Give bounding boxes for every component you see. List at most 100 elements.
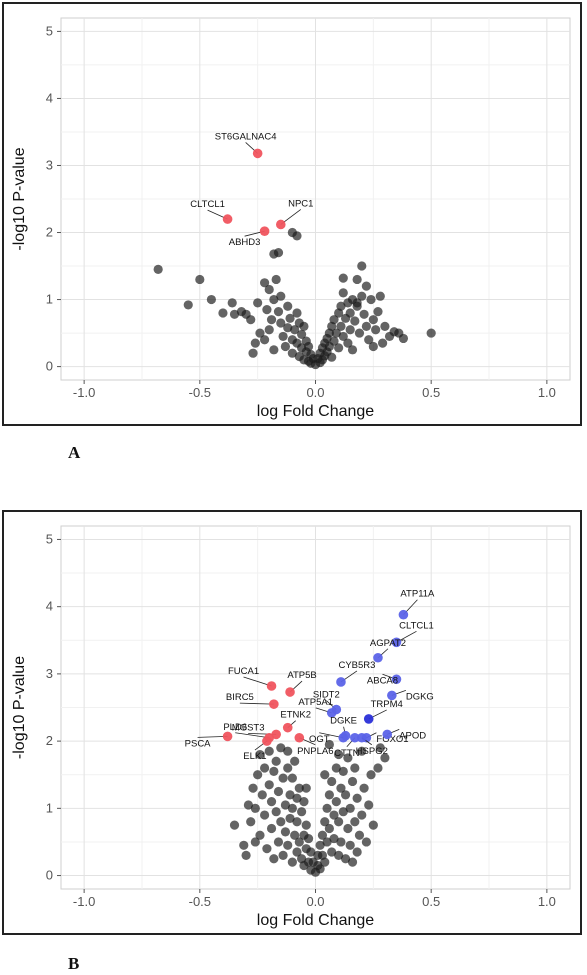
data-point xyxy=(364,800,374,810)
data-point xyxy=(283,763,293,773)
data-point xyxy=(354,830,365,840)
data-point xyxy=(287,773,297,783)
data-point xyxy=(273,786,284,797)
data-point xyxy=(262,305,272,315)
data-point xyxy=(273,307,284,317)
y-tick-label: 1 xyxy=(46,800,53,815)
data-point xyxy=(287,803,297,813)
x-tick-label: 0.5 xyxy=(422,894,440,909)
gene-label: PNPLA6 xyxy=(297,746,333,757)
data-point xyxy=(260,335,270,345)
data-point xyxy=(336,321,346,331)
data-point xyxy=(266,315,277,325)
data-point xyxy=(357,810,367,820)
data-point xyxy=(336,837,346,847)
highlighted-point xyxy=(275,219,286,230)
highlighted-point xyxy=(387,690,397,701)
data-point xyxy=(246,817,256,827)
data-point xyxy=(276,743,286,753)
data-point xyxy=(271,807,281,817)
y-tick-label: 5 xyxy=(46,531,53,546)
data-point xyxy=(320,857,330,867)
highlighted-point xyxy=(350,732,360,743)
data-point xyxy=(276,817,286,827)
x-tick-label: 0.0 xyxy=(306,385,324,400)
x-tick-label: -1.0 xyxy=(73,385,95,400)
data-point xyxy=(361,837,371,847)
data-point xyxy=(317,830,328,840)
data-point xyxy=(359,783,369,793)
gene-label: DGKG xyxy=(406,691,434,702)
data-point xyxy=(269,294,279,305)
highlighted-point xyxy=(373,652,383,663)
data-point xyxy=(248,783,258,793)
data-point xyxy=(345,325,355,335)
gene-label: HSPG2 xyxy=(356,746,388,757)
highlighted-point xyxy=(252,148,263,159)
data-point xyxy=(315,864,325,874)
y-axis-label: -log10 P-value xyxy=(11,656,28,759)
data-point xyxy=(334,850,344,860)
data-point xyxy=(243,800,254,810)
data-point xyxy=(366,294,376,305)
data-point xyxy=(283,323,293,333)
gene-label: ABCA8 xyxy=(367,675,398,686)
y-axis-label: -log10 P-value xyxy=(11,147,28,250)
data-point xyxy=(229,309,240,319)
gene-label: ATP11A xyxy=(400,589,435,600)
volcano-plot-b-canvas: -1.0 -0.5 0.0 0.5 1.0 0 1 2 3 4 5 log Fold Change -l… xyxy=(11,525,571,929)
data-point xyxy=(264,284,274,295)
data-point xyxy=(264,746,274,756)
highlighted-point xyxy=(222,731,233,742)
gene-label: CYB5R3 xyxy=(338,660,375,671)
gene-label: AGPAT2 xyxy=(370,638,406,649)
data-point xyxy=(273,837,284,847)
volcano-plot-b: -1.0 -0.5 0.0 0.5 1.0 0 1 2 3 4 5 log Fold Change -l… xyxy=(2,510,582,935)
panel-label-b: B xyxy=(68,954,80,973)
data-point xyxy=(297,329,307,340)
data-point xyxy=(283,840,293,850)
highlighted-point xyxy=(382,729,393,740)
data-point xyxy=(331,763,341,773)
highlighted-point xyxy=(398,609,409,620)
data-point xyxy=(340,854,351,864)
data-point xyxy=(248,348,258,358)
gene-label: CLTCL1 xyxy=(190,199,225,210)
data-point xyxy=(343,823,353,834)
data-point xyxy=(345,308,355,318)
data-point xyxy=(324,739,334,750)
gene-label: PSCA xyxy=(185,738,212,749)
y-tick-label: 3 xyxy=(46,666,53,681)
data-point xyxy=(315,840,325,850)
highlighted-point xyxy=(338,732,349,743)
panel-label-a: A xyxy=(68,443,81,462)
data-point xyxy=(345,803,355,813)
y-tick-label: 4 xyxy=(46,90,53,105)
data-point xyxy=(329,833,339,844)
gene-label: TRPM4 xyxy=(371,699,403,710)
data-point xyxy=(297,807,307,817)
data-point xyxy=(359,309,369,319)
data-point xyxy=(250,803,260,813)
data-point xyxy=(290,756,300,766)
gene-label: BIRC5 xyxy=(226,692,254,703)
y-tick-label: 2 xyxy=(46,733,53,748)
x-axis-label: log Fold Change xyxy=(257,912,375,929)
data-point xyxy=(357,261,367,271)
data-point xyxy=(229,820,240,830)
annotation-leader-line xyxy=(235,732,270,739)
data-point xyxy=(276,291,286,301)
data-point xyxy=(250,837,260,847)
x-tick-label: -0.5 xyxy=(189,894,211,909)
annotation-leader-line xyxy=(239,702,274,705)
gene-label: APOD xyxy=(399,730,426,741)
data-point xyxy=(373,307,383,317)
data-point xyxy=(269,766,279,776)
highlighted-point xyxy=(266,681,277,691)
data-point xyxy=(336,301,346,311)
data-point xyxy=(303,341,314,352)
data-point xyxy=(269,345,279,355)
data-point xyxy=(260,763,270,773)
data-point xyxy=(338,273,348,283)
highlighted-point xyxy=(269,699,279,709)
